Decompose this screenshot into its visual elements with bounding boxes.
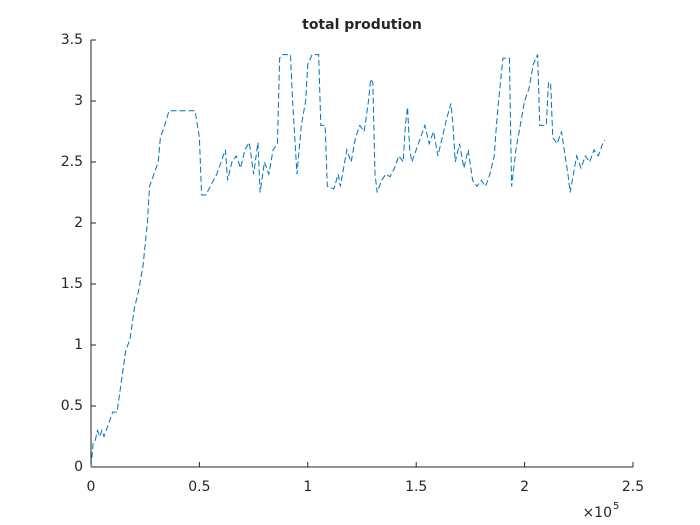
y-tick-label: 3 bbox=[74, 93, 83, 109]
y-tick-label: 2.5 bbox=[61, 154, 83, 170]
y-tick-label: 1 bbox=[74, 337, 83, 353]
x-tick-label: 0.5 bbox=[188, 479, 210, 495]
x-multiplier: ×10 bbox=[582, 505, 612, 521]
x-tick-label: 0 bbox=[87, 479, 96, 495]
y-tick-label: 1.5 bbox=[61, 276, 83, 292]
x-tick-label: 2.5 bbox=[622, 479, 644, 495]
y-tick-label: 3.5 bbox=[61, 32, 83, 48]
x-multiplier-exponent: 5 bbox=[613, 501, 619, 512]
y-tick-label: 0.5 bbox=[61, 398, 83, 414]
data-line bbox=[90, 54, 606, 468]
y-tick-label: 0 bbox=[74, 459, 83, 475]
y-tick-label: 2 bbox=[74, 215, 83, 231]
x-tick-label: 1 bbox=[303, 479, 312, 495]
x-tick-label: 2 bbox=[520, 479, 529, 495]
chart-title: total prodution bbox=[302, 17, 422, 33]
x-tick-label: 1.5 bbox=[405, 479, 427, 495]
